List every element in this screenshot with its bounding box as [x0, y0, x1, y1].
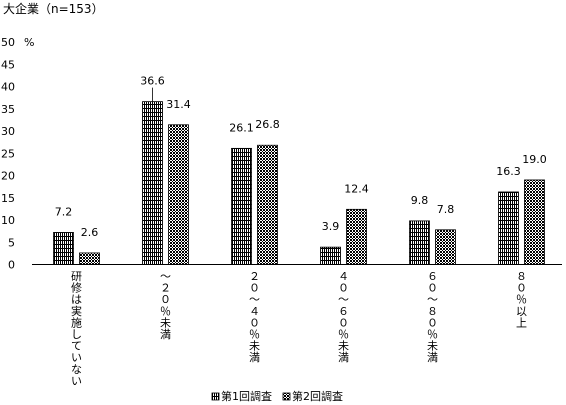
- category-label: ～２０％未満: [160, 270, 171, 341]
- chart-title: 大企業（n=153）: [3, 1, 104, 16]
- y-tick-label: 15: [1, 192, 15, 205]
- data-label: 7.2: [55, 205, 73, 218]
- data-label: 12.4: [344, 182, 369, 195]
- bar-series-2: [435, 229, 456, 265]
- bars: [53, 101, 545, 265]
- y-tick-label: 25: [1, 147, 15, 160]
- y-axis-unit: %: [24, 36, 34, 49]
- data-label: 26.1: [229, 121, 254, 134]
- y-tick-label: 40: [1, 81, 15, 94]
- category-labels: 研修は実施していない ～２０％未満 ２０～４０％未満 ４０～６０％未満 ６０～８０％未満…: [71, 270, 527, 387]
- bar-series-1: [498, 191, 519, 265]
- y-tick-label: 5: [8, 236, 15, 249]
- bar-series-2: [168, 124, 189, 265]
- bar-series-2: [524, 179, 545, 265]
- data-label: 7.8: [437, 203, 455, 216]
- bar-series-1: [142, 101, 163, 265]
- data-label: 19.0: [522, 153, 547, 166]
- bar-series-2: [257, 144, 278, 265]
- category-label: ４０～６０％未満: [338, 270, 349, 364]
- category-label: ６０～８０％未満: [427, 270, 438, 364]
- y-tick-label: 30: [1, 125, 15, 138]
- data-labels: 7.2 2.6 36.631.4 26.1 26.8 3.9 12.4 9.8 7.8 16.31…: [55, 75, 547, 239]
- y-tick-label: 20: [1, 170, 15, 183]
- legend-label-series-1: 第1回調査: [221, 389, 272, 403]
- bar-series-2: [79, 252, 100, 265]
- data-label: 26.8: [255, 118, 280, 131]
- data-label: 36.6: [140, 75, 165, 88]
- data-label: 3.9: [322, 220, 340, 233]
- y-tick-label: 50: [1, 36, 15, 49]
- data-label: 2.6: [81, 226, 99, 239]
- legend-label-series-2: 第2回調査: [292, 389, 343, 403]
- y-tick-label: 10: [1, 214, 15, 227]
- data-label: 31.4: [166, 98, 191, 111]
- y-tick-label: 0: [8, 259, 15, 272]
- data-label: 16.3: [496, 165, 521, 178]
- y-axis-ticks: 0 5 10 15 20 25 30 35 40 45 50: [1, 36, 15, 272]
- bar-series-1: [409, 220, 430, 265]
- category-label: ２０～４０％未満: [249, 270, 260, 364]
- category-label: ８０％以上: [516, 270, 527, 329]
- bar-series-1: [320, 246, 341, 265]
- y-tick-label: 35: [1, 103, 15, 116]
- category-label: 研修は実施していない: [71, 270, 82, 387]
- legend-swatch-series-1: [211, 392, 220, 401]
- y-tick-label: 45: [1, 58, 15, 71]
- bar-series-1: [231, 147, 252, 265]
- data-label: 9.8: [411, 194, 429, 207]
- bar-series-2: [346, 208, 367, 265]
- legend-swatch-series-2: [282, 392, 291, 401]
- legend: 第1回調査 第2回調査: [211, 389, 343, 403]
- bar-series-1: [53, 232, 74, 265]
